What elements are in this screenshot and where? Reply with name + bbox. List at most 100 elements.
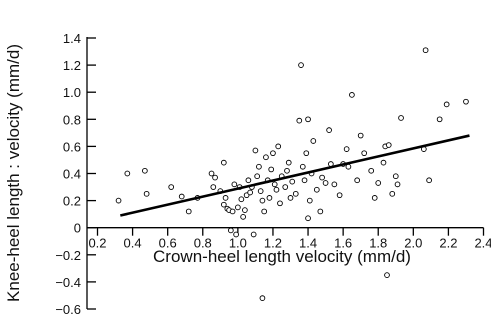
- x-tick-label: 1.6: [334, 236, 352, 251]
- data-point: [235, 204, 241, 211]
- data-point: [210, 184, 217, 190]
- data-point: [371, 195, 378, 201]
- data-point: [398, 115, 404, 121]
- trend-line: [120, 134, 470, 217]
- data-point: [384, 272, 390, 278]
- data-point: [266, 195, 273, 201]
- data-point: [256, 163, 262, 170]
- data-point: [317, 208, 324, 215]
- data-point: [443, 101, 450, 108]
- x-tick-label: 1.0: [229, 236, 247, 251]
- x-tick-label: 1.8: [369, 236, 387, 251]
- data-point: [261, 208, 268, 215]
- y-tick-label: 0: [74, 221, 81, 236]
- data-point: [287, 195, 294, 201]
- x-tick-label: 0.8: [194, 236, 212, 251]
- data-point: [268, 166, 275, 173]
- data-point: [142, 167, 148, 174]
- data-point: [250, 231, 257, 238]
- x-tick-label: 1.2: [264, 236, 282, 251]
- data-point: [247, 189, 253, 196]
- data-point: [220, 159, 227, 166]
- data-point: [368, 167, 375, 174]
- data-point: [284, 167, 290, 174]
- data-point: [222, 195, 229, 201]
- data-point: [345, 163, 352, 170]
- data-point: [305, 215, 311, 222]
- y-tick-label: 0.8: [63, 112, 81, 127]
- data-point: [375, 180, 382, 186]
- data-point: [296, 117, 303, 124]
- y-ticks: −0.6 −0.4 −0.2 0 0.2 0.4 0.6 0.8 1.0 1.2 1.4: [55, 31, 96, 317]
- data-point: [361, 150, 368, 157]
- data-point: [319, 174, 325, 181]
- data-point: [242, 207, 248, 213]
- y-tick-label: 0.4: [63, 167, 81, 182]
- data-point: [301, 177, 308, 184]
- data-point: [252, 147, 259, 154]
- data-point: [257, 188, 264, 194]
- data-point: [231, 181, 238, 188]
- x-tick-label: 2.4: [474, 236, 491, 251]
- data-point: [282, 184, 289, 190]
- data-point: [240, 214, 246, 220]
- data-point: [331, 181, 338, 188]
- data-point: [463, 98, 469, 105]
- data-point: [212, 174, 218, 181]
- data-point: [270, 150, 276, 157]
- data-point: [354, 177, 361, 184]
- y-tick-label: 1.0: [63, 85, 81, 100]
- data-point: [259, 197, 266, 204]
- data-point: [275, 143, 282, 150]
- data-point: [229, 208, 236, 215]
- data-point: [303, 150, 310, 157]
- y-tick-label: 1.2: [63, 58, 81, 73]
- data-point: [227, 227, 234, 234]
- x-tick-label: 2.2: [439, 236, 457, 251]
- data-point: [349, 92, 355, 98]
- data-point: [343, 146, 350, 152]
- x-ticks: 0.2 0.4 0.6 0.8 1.0 1.2 1.4 1.6 1.8 2.0 2.2 2.4: [88, 227, 491, 251]
- data-point: [220, 201, 227, 208]
- data-point: [271, 181, 278, 188]
- data-point: [208, 170, 215, 177]
- data-point: [292, 190, 299, 197]
- data-point: [380, 159, 387, 166]
- data-point: [285, 159, 292, 166]
- data-point: [143, 190, 150, 197]
- data-point: [289, 178, 296, 185]
- data-point: [254, 173, 261, 180]
- data-point: [394, 181, 401, 188]
- y-tick-label: 0.2: [63, 194, 81, 209]
- y-tick-label: −0.4: [55, 275, 81, 290]
- data-point: [385, 142, 392, 148]
- x-axis-label: Crown-heel length velocity (mm/d): [153, 247, 411, 266]
- data-point: [185, 208, 192, 215]
- data-point: [245, 177, 252, 184]
- data-point: [422, 47, 429, 54]
- data-point: [310, 138, 317, 144]
- y-tick-label: −0.6: [55, 302, 81, 317]
- x-tick-label: 0.6: [159, 236, 177, 251]
- data-point: [392, 173, 399, 180]
- y-tick-label: 0.6: [63, 139, 81, 154]
- data-point: [326, 127, 332, 133]
- data-point: [322, 180, 329, 186]
- data-point: [305, 116, 311, 123]
- data-point: [357, 132, 364, 139]
- y-tick-label: 1.4: [63, 31, 81, 46]
- data-point: [426, 177, 432, 184]
- data-point: [436, 116, 443, 123]
- x-tick-label: 2.0: [404, 236, 422, 251]
- data-point: [263, 154, 269, 161]
- data-point: [259, 295, 266, 302]
- data-point: [299, 163, 306, 170]
- data-point: [313, 186, 320, 193]
- data-point: [306, 197, 313, 204]
- data-point: [336, 192, 343, 199]
- y-axis-label: Knee-heel length : velocity (mm/d): [4, 44, 23, 302]
- data-point: [233, 231, 239, 238]
- data-point: [178, 193, 185, 200]
- data-point: [273, 186, 280, 193]
